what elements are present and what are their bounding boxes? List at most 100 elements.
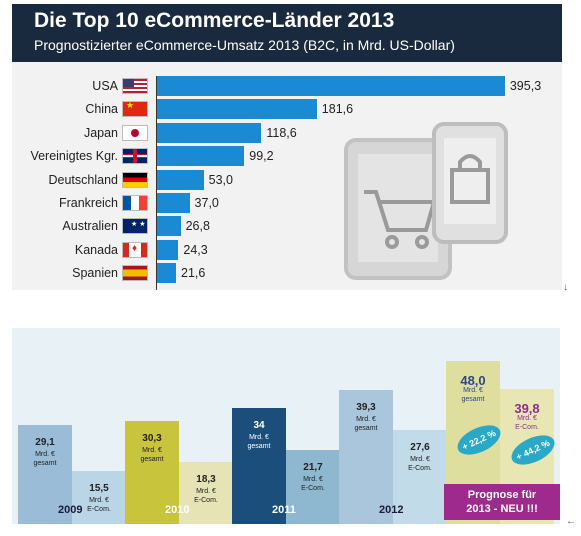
bar [157, 146, 245, 167]
top-chart: Die Top 10 eCommerce-Länder 2013 Prognos… [12, 4, 562, 290]
forecast-label-line1: Prognose für [467, 489, 537, 501]
value-label: 53,0 [208, 172, 233, 187]
column-value-label: 27,6 [410, 442, 430, 454]
value-label: 181,6 [321, 102, 354, 117]
unit-label: Mrd. € [356, 416, 376, 424]
ecom-column: 27,6 Mrd. € E-Com. [393, 430, 447, 524]
category-label: Spanien [72, 266, 118, 281]
china-flag-icon [122, 101, 148, 118]
column-value-label: 21,7 [303, 462, 323, 474]
unit-label: Mrd. € [410, 456, 430, 464]
bar-area: USA 395,3 China 181,6 Japan 118,6 Vereinigtes … [12, 76, 562, 290]
category-label: Australien [62, 219, 118, 234]
year-label: 2011 [272, 504, 296, 516]
series-type-label: gesamt [33, 460, 57, 468]
ecom-column: 15,5 Mrd. € E-Com. [72, 471, 126, 524]
forecast-label: Prognose für 2013 - NEU !!! [444, 484, 560, 520]
shopping-cart-icon [364, 190, 437, 249]
series-type-label: gesamt [140, 455, 164, 463]
bar-row: Japan 118,6 [12, 122, 562, 143]
series-type-label: E-Com. [408, 465, 432, 473]
uk-flag-icon [122, 148, 148, 165]
category-label: Japan [83, 125, 118, 140]
bar-row: USA 395,3 [12, 76, 562, 96]
category-label: USA [92, 79, 118, 93]
down-arrow-marker-icon: ↓ [563, 282, 568, 293]
device-illustration [344, 122, 508, 280]
column-value-label: 15,5 [89, 483, 109, 495]
series-type-label: gesamt [461, 395, 485, 403]
value-label: 99,2 [249, 149, 274, 164]
total-column: 29,1 Mrd. € gesamt [18, 425, 72, 524]
column-value-label: 39,8 [514, 400, 540, 416]
series-type-label: E-Com. [194, 496, 218, 504]
bar [157, 193, 190, 213]
japan-flag-icon [122, 124, 148, 141]
bar [157, 99, 317, 120]
france-flag-icon [122, 195, 148, 211]
spain-flag-icon [122, 265, 148, 282]
category-label: Frankreich [58, 196, 118, 210]
unit-label: Mrd. € [517, 414, 537, 422]
bar [157, 263, 176, 284]
canada-flag-icon [122, 241, 148, 258]
bar-row: Australien 26,8 [12, 216, 562, 237]
series-type-label: E-Com. [301, 485, 325, 493]
series-type-label: gesamt [247, 443, 271, 451]
forecast-label-line2: 2013 - NEU !!! [466, 503, 538, 515]
column-value-label: 29,1 [35, 437, 55, 449]
bar-row: Frankreich 37,0 [12, 193, 562, 213]
unit-label: Mrd. € [303, 476, 323, 484]
ecom-column: 18,3 Mrd. € E-Com. [179, 461, 233, 524]
series-type-label: gesamt [354, 425, 378, 433]
total-column: 39,3 Mrd. € gesamt [339, 390, 393, 524]
category-label: Deutschland [48, 172, 119, 187]
series-type-label: E-Com. [87, 506, 111, 514]
year-label: 2010 [165, 504, 190, 516]
unit-label: Mrd. € [89, 497, 109, 505]
chart-header: Die Top 10 eCommerce-Länder 2013 Prognos… [12, 4, 562, 62]
bar-row: Vereinigtes Kgr. 99,2 [12, 146, 562, 167]
unit-label: Mrd. € [463, 386, 483, 394]
value-label: 26,8 [185, 219, 210, 234]
bar-row: Spanien 21,6 [12, 263, 562, 284]
bar [157, 76, 505, 96]
value-label: 118,6 [266, 125, 297, 140]
left-arrow-marker-icon: ← [566, 516, 576, 527]
usa-flag-icon [122, 78, 148, 94]
ecom-column: 21,7 Mrd. € E-Com. [286, 450, 340, 524]
bar [157, 122, 262, 143]
germany-flag-icon [122, 171, 148, 188]
bottom-chart: 29,1 Mrd. € gesamt 15,5 Mrd. € E-Com. 2009 30,3… [12, 328, 560, 524]
unit-label: Mrd. € [249, 434, 269, 442]
bar-row: Kanada 24,3 [12, 239, 562, 260]
value-label: 21,6 [181, 266, 206, 281]
year-label: 2012 [379, 504, 404, 516]
chart-title: Die Top 10 eCommerce-Länder 2013 [34, 9, 395, 32]
value-label: 37,0 [194, 196, 219, 210]
unit-label: Mrd. € [35, 451, 55, 459]
unit-label: Mrd. € [196, 487, 216, 495]
total-column: 30,3 Mrd. € gesamt [125, 420, 179, 524]
bar [157, 169, 204, 190]
category-label: Vereinigtes Kgr. [30, 149, 118, 164]
bar [157, 216, 181, 237]
total-column: 34 Mrd. € gesamt [232, 408, 286, 524]
category-label: Kanada [74, 242, 118, 257]
bar-row: China 181,6 [12, 99, 562, 120]
column-value-label: 30,3 [142, 432, 162, 444]
column-value-label: 48,0 [460, 372, 486, 388]
australia-flag-icon [122, 218, 148, 235]
bar [157, 239, 179, 260]
unit-label: Mrd. € [142, 446, 162, 454]
y-axis-line [156, 76, 157, 290]
chart-subtitle: Prognostizierter eCommerce-Umsatz 2013 (… [34, 37, 455, 53]
category-label: China [85, 102, 118, 117]
bar-row: Deutschland 53,0 [12, 169, 562, 190]
shopping-bag-icon [450, 154, 490, 204]
value-label: 395,3 [509, 79, 542, 93]
column-value-label: 39,3 [356, 402, 376, 414]
year-label: 2009 [58, 504, 83, 516]
series-type-label: E-Com. [515, 423, 539, 431]
value-label: 24,3 [183, 242, 208, 257]
